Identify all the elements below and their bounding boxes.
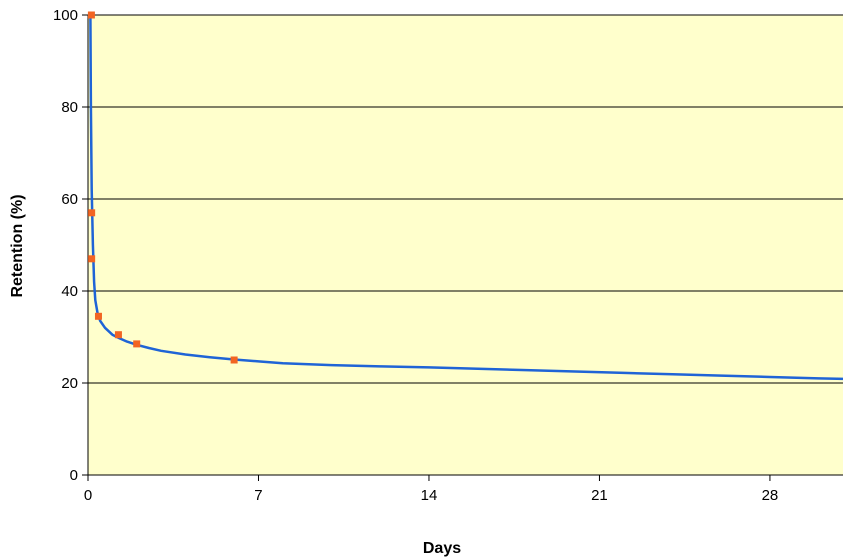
x-tick-label: 14 [421, 487, 438, 504]
x-axis-title: Days [423, 540, 461, 557]
tick-labels: 0 20 40 60 80 100 0 7 14 21 28 [53, 7, 778, 504]
data-point [88, 255, 96, 263]
y-axis-title: Retention (%) [9, 194, 26, 297]
data-point [87, 11, 95, 19]
data-point [94, 312, 102, 320]
y-tick-label: 0 [70, 467, 78, 484]
plot-area [88, 15, 843, 475]
data-point [133, 340, 141, 348]
series-layer [87, 11, 843, 381]
data-point [230, 356, 238, 364]
data-point [114, 331, 122, 339]
x-tick-label: 0 [84, 487, 92, 504]
x-tick-label: 21 [591, 487, 608, 504]
fitted-curve [89, 14, 843, 381]
gridlines [82, 14, 843, 481]
x-tick-label: 7 [254, 487, 262, 504]
y-tick-label: 40 [61, 283, 78, 300]
x-tick-label: 28 [762, 487, 779, 504]
data-point [88, 209, 96, 217]
y-tick-label: 60 [61, 191, 78, 208]
y-tick-label: 100 [53, 7, 78, 24]
y-tick-label: 20 [61, 375, 78, 392]
axes [87, 15, 843, 476]
y-tick-label: 80 [61, 99, 78, 116]
